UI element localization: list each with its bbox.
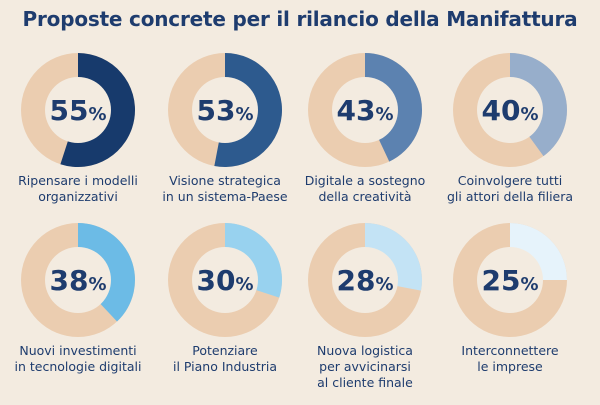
- percent-label: 40%: [481, 94, 538, 127]
- donut-center: [45, 77, 111, 143]
- item-label: Coinvolgere tutti gli attori della filie…: [446, 173, 574, 204]
- donut-chart: 55%: [21, 53, 136, 167]
- donut-center: [192, 247, 258, 313]
- percent-label: 38%: [49, 264, 106, 297]
- percent-label: 55%: [49, 94, 106, 127]
- item-label: Ripensare i modelli organizzativi: [18, 173, 138, 204]
- donut-chart: 25%: [453, 223, 567, 337]
- chart-title: Proposte concrete per il rilancio della …: [22, 7, 578, 31]
- donut-center: [477, 247, 543, 313]
- donut-chart: 43%: [308, 53, 423, 167]
- donut-item: 53% Visione strategica in un sistema-Paes…: [152, 45, 298, 235]
- percent-label: 25%: [481, 264, 538, 297]
- item-label: Interconnettere le imprese: [461, 343, 559, 374]
- percent-label: 43%: [336, 94, 393, 127]
- item-label: Nuovi investimenti in tecnologie digital…: [14, 343, 142, 374]
- donut-item: 55% Ripensare i modelli organizzativi: [5, 45, 151, 235]
- donut-chart: 28%: [308, 223, 422, 337]
- donut-center: [192, 77, 258, 143]
- item-label: Nuova logistica per avvicinarsi al clien…: [317, 343, 413, 390]
- item-label: Digitale a sostegno della creatività: [304, 173, 426, 204]
- donut-item: 43% Digitale a sostegno della creatività: [292, 45, 438, 235]
- item-label: Visione strategica in un sistema-Paese: [162, 173, 288, 204]
- donut-item: 40% Coinvolgere tutti gli attori della fi…: [437, 45, 583, 235]
- donut-center: [477, 77, 543, 143]
- percent-label: 28%: [336, 264, 393, 297]
- donut-center: [332, 247, 398, 313]
- donut-chart: 40%: [453, 53, 567, 167]
- donut-item: 25% Interconnettere le imprese: [437, 215, 583, 405]
- donut-item: 30% Potenziare il Piano Industria: [152, 215, 298, 405]
- item-label: Potenziare il Piano Industria: [172, 343, 277, 374]
- percent-label: 53%: [196, 94, 253, 127]
- donut-item: 28% Nuova logistica per avvicinarsi al cl…: [292, 215, 438, 405]
- donut-chart: 38%: [21, 223, 135, 337]
- donut-center: [45, 247, 111, 313]
- donut-center: [332, 77, 398, 143]
- donut-chart: 30%: [168, 223, 282, 337]
- donut-item: 38% Nuovi investimenti in tecnologie digi…: [5, 215, 151, 405]
- donut-chart: 53%: [168, 53, 283, 167]
- percent-label: 30%: [196, 264, 253, 297]
